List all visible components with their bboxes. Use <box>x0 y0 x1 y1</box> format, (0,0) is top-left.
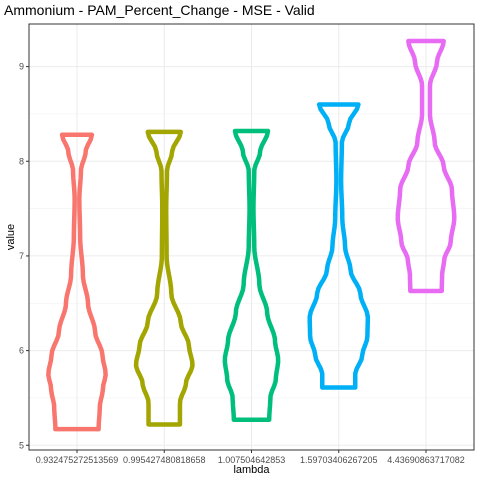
violin-2 <box>133 129 195 427</box>
x-tick-label: 4.43690863717082 <box>387 455 465 465</box>
x-axis-title: lambda <box>233 464 270 476</box>
violin-4 <box>307 102 371 390</box>
chart-title: Ammonium - PAM_Percent_Change - MSE - Va… <box>4 2 315 18</box>
x-tick-label: 0.995427480818658 <box>123 455 206 465</box>
y-axis-title: value <box>5 224 17 250</box>
y-tick-label: 9 <box>19 62 24 72</box>
y-tick-label: 7 <box>19 251 24 261</box>
x-tick-label: 0.932475272513569 <box>36 455 119 465</box>
violin-5 <box>395 38 457 294</box>
y-tick-label: 8 <box>19 156 24 166</box>
violin-3 <box>222 128 281 422</box>
y-tick-label: 5 <box>19 440 24 450</box>
y-tick-label: 6 <box>19 346 24 356</box>
x-tick-label: 1.59703406267205 <box>300 455 378 465</box>
violin-1 <box>46 132 108 432</box>
x-tick-label: 1.007504642853 <box>218 455 286 465</box>
